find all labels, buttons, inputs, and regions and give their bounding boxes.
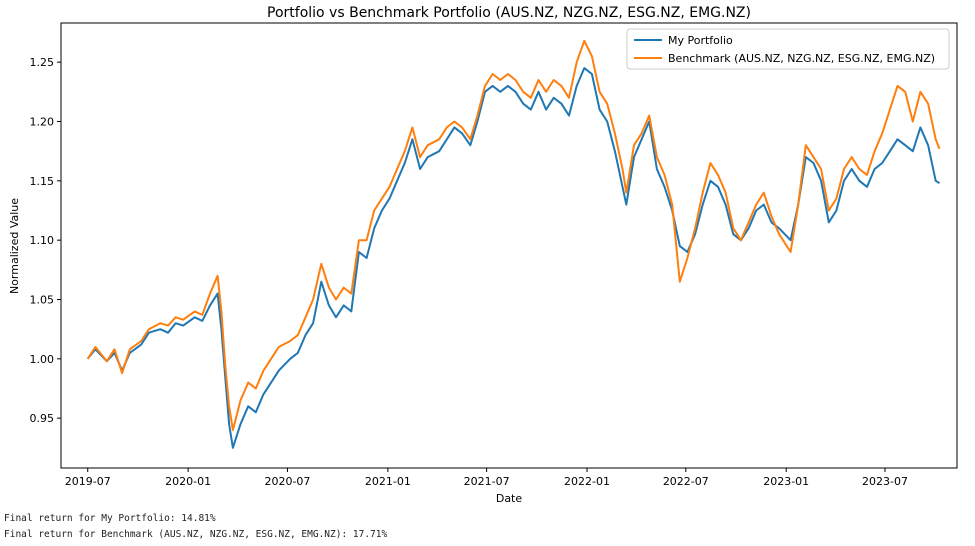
series-line-benchmark: [86, 39, 941, 431]
y-tick-label: 1.25: [30, 56, 55, 69]
x-axis-label: Date: [496, 492, 523, 505]
line-chart: Portfolio vs Benchmark Portfolio (AUS.NZ…: [8, 5, 958, 505]
y-tick-label: 1.00: [30, 353, 55, 366]
y-tick-label: 1.05: [30, 293, 55, 306]
y-tick-label: 1.15: [30, 175, 55, 188]
y-tick-label: 1.20: [30, 115, 55, 128]
x-tick-label: 2020-07: [264, 475, 310, 488]
x-tick-label: 2023-07: [862, 475, 908, 488]
y-tick-label: 0.95: [30, 412, 55, 425]
y-axis-label: Normalized Value: [8, 198, 21, 294]
y-axis: 0.95 1.00 1.05 1.10 1.15 1.20 1.25: [30, 56, 61, 425]
axes-frame: [60, 22, 958, 469]
legend: My Portfolio Benchmark (AUS.NZ, NZG.NZ, …: [626, 28, 950, 70]
x-tick-label: 2022-07: [663, 475, 709, 488]
chart-title: Portfolio vs Benchmark Portfolio (AUS.NZ…: [267, 5, 751, 21]
plot-area: [86, 39, 941, 449]
x-tick-label: 2021-07: [464, 475, 510, 488]
legend-label-benchmark: Benchmark (AUS.NZ, NZG.NZ, ESG.NZ, EMG.N…: [668, 52, 935, 65]
final-return-portfolio: Final return for My Portfolio: 14.81%: [4, 513, 216, 524]
final-return-benchmark: Final return for Benchmark (AUS.NZ, NZG.…: [4, 529, 388, 540]
x-axis: 2019-07 2020-01 2020-07 2021-01 2021-07 2022-…: [65, 468, 908, 488]
legend-label-my-portfolio: My Portfolio: [668, 34, 733, 47]
x-tick-label: 2022-01: [564, 475, 610, 488]
x-tick-label: 2023-01: [763, 475, 809, 488]
y-tick-label: 1.10: [30, 234, 55, 247]
x-tick-label: 2020-01: [165, 475, 211, 488]
x-tick-label: 2019-07: [65, 475, 111, 488]
x-tick-label: 2021-01: [365, 475, 411, 488]
series-line-my-portfolio: [86, 67, 941, 449]
legend-box: [626, 28, 950, 70]
